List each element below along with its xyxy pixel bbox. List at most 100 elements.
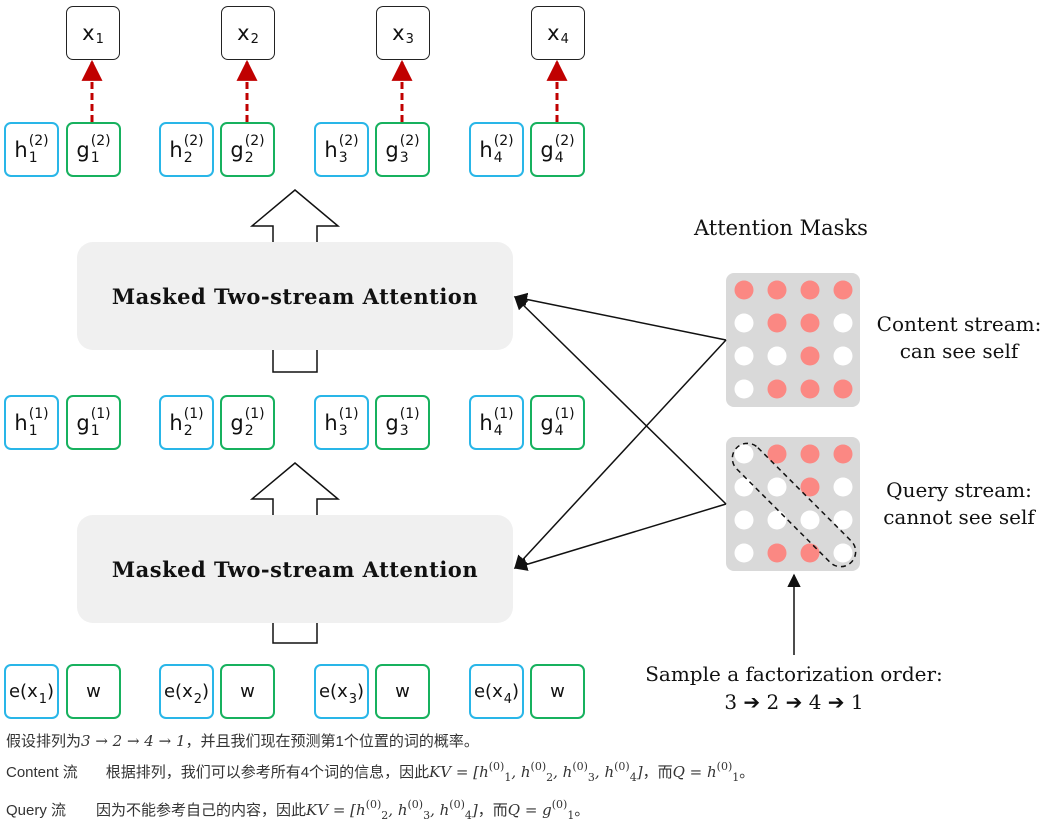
symbol-sup: (1) xyxy=(399,406,420,422)
symbol-sub: 2 xyxy=(183,150,193,166)
caption-text: ，而 xyxy=(477,802,508,819)
content-state-h3-layer2: h (2) 3 xyxy=(314,122,369,177)
symbol-sup: (2) xyxy=(399,133,420,149)
mask-dot-visible xyxy=(734,280,754,300)
output-sub: 2 xyxy=(250,31,259,47)
symbol-sub: 3 xyxy=(338,150,348,166)
embedding-prefix: e(x xyxy=(163,681,193,702)
caption-text: ，并且我们现在预测第1个位置的词的概率。 xyxy=(185,733,479,750)
embedding-suffix: ) xyxy=(357,681,365,702)
mask-dot-hidden xyxy=(734,543,754,563)
output-sub: 1 xyxy=(95,31,104,47)
content-mask-panel xyxy=(726,273,860,407)
symbol-sub: 2 xyxy=(244,423,254,439)
caption-text: 根据排列，我们可以参考所有4个词的信息，因此 xyxy=(105,764,430,781)
symbol-sub: 2 xyxy=(244,150,254,166)
content-stream-label-line1: Content stream: xyxy=(876,312,1042,336)
mask-dot-visible xyxy=(833,379,853,399)
symbol-sub: 1 xyxy=(28,150,38,166)
caption-text: 因为不能参考自己的内容，因此 xyxy=(96,802,307,819)
symbol-sup: (2) xyxy=(183,133,204,149)
caption-line-3: Query 流 因为不能参考自己的内容，因此KV = [h(0)2, h(0)3,… xyxy=(6,798,590,822)
embedding-sub: 2 xyxy=(193,692,202,707)
output-base: x xyxy=(392,21,405,45)
content-state-h2-layer1: h (1) 2 xyxy=(159,395,214,450)
embedding-sub: 1 xyxy=(38,692,47,707)
caption-text: ，而 xyxy=(642,764,673,781)
symbol-sub: 4 xyxy=(554,423,564,439)
w-label: w xyxy=(550,681,565,702)
factorization-order: 3 ➔ 2 ➔ 4 ➔ 1 xyxy=(724,690,864,714)
w-label: w xyxy=(86,681,101,702)
symbol-sup: (1) xyxy=(338,406,359,422)
embedding-suffix: ) xyxy=(512,681,520,702)
mask-dot-hidden xyxy=(767,346,787,366)
mask-dot-visible xyxy=(833,444,853,464)
query-init-box-w3: w xyxy=(375,664,430,719)
symbol-sup: (2) xyxy=(90,133,111,149)
w-label: w xyxy=(240,681,255,702)
symbol-sup: (2) xyxy=(28,133,49,149)
symbol-base: g xyxy=(230,137,244,162)
flow-arrow-top xyxy=(249,189,341,242)
content-state-h4-layer1: h (1) 4 xyxy=(469,395,524,450)
output-sub: 4 xyxy=(560,31,569,47)
symbol-sub: 1 xyxy=(28,423,38,439)
w-label: w xyxy=(395,681,410,702)
symbol-sub: 4 xyxy=(493,423,503,439)
query-state-g4-layer2: g (2) 4 xyxy=(530,122,585,177)
embedding-box-x3: e(x3) xyxy=(314,664,369,719)
mask-dot-hidden xyxy=(767,510,787,530)
mask-dot-visible xyxy=(800,346,820,366)
mask-dot-hidden xyxy=(833,477,853,497)
symbol-sub: 2 xyxy=(183,423,193,439)
content-state-h4-layer2: h (2) 4 xyxy=(469,122,524,177)
symbol-base: h xyxy=(169,410,183,435)
output-base: x xyxy=(547,21,560,45)
output-base: x xyxy=(82,21,95,45)
query-state-g2-layer1: g (1) 2 xyxy=(220,395,275,450)
prediction-arrows xyxy=(81,59,568,122)
output-base: x xyxy=(237,21,250,45)
symbol-base: h xyxy=(479,410,493,435)
caption-math-kv: KV = [h(0)1, h(0)2, h(0)3, h(0)4] xyxy=(429,760,643,784)
symbol-sub: 1 xyxy=(90,150,100,166)
caption-line-1: 假设排列为3 → 2 → 4 → 1，并且我们现在预测第1个位置的词的概率。 xyxy=(6,730,479,751)
symbol-base: g xyxy=(540,410,554,435)
content-state-h3-layer1: h (1) 3 xyxy=(314,395,369,450)
query-stream-label-line2: cannot see self xyxy=(883,505,1035,529)
mask-dot-visible xyxy=(800,280,820,300)
caption-math-kv: KV = [h(0)2, h(0)3, h(0)4] xyxy=(306,798,478,822)
symbol-sup: (1) xyxy=(244,406,265,422)
symbol-base: h xyxy=(479,137,493,162)
caption-math: Q = g xyxy=(507,801,552,819)
masks-title: Attention Masks xyxy=(694,216,868,240)
symbol-sub: 4 xyxy=(554,150,564,166)
query-state-g3-layer2: g (2) 3 xyxy=(375,122,430,177)
caption-math: 3 → 2 → 4 → 1 xyxy=(81,732,186,750)
mask-dot-visible xyxy=(833,280,853,300)
mask-dot-visible xyxy=(800,477,820,497)
query-init-box-w2: w xyxy=(220,664,275,719)
query-mask-panel xyxy=(726,437,860,571)
caption-line-2: Content 流 根据排列，我们可以参考所有4个词的信息，因此KV = [h(0… xyxy=(6,760,755,784)
caption-label: Content 流 xyxy=(6,764,78,781)
content-stream-label-line2: can see self xyxy=(899,339,1019,363)
symbol-sup: (1) xyxy=(28,406,49,422)
query-init-box-w1: w xyxy=(66,664,121,719)
factorization-label: Sample a factorization order: 3 ➔ 2 ➔ 4 … xyxy=(630,662,958,714)
mask-dot-hidden xyxy=(734,510,754,530)
symbol-sub: 3 xyxy=(399,423,409,439)
symbol-base: h xyxy=(14,410,28,435)
content-state-h1-layer1: h (1) 1 xyxy=(4,395,59,450)
attention-block-top: Masked Two-stream Attention xyxy=(77,242,513,350)
embedding-prefix: e(x xyxy=(318,681,348,702)
flow-stem-top xyxy=(272,350,318,373)
mask-dot-visible xyxy=(767,280,787,300)
mask-dot-visible xyxy=(767,379,787,399)
embedding-suffix: ) xyxy=(202,681,210,702)
